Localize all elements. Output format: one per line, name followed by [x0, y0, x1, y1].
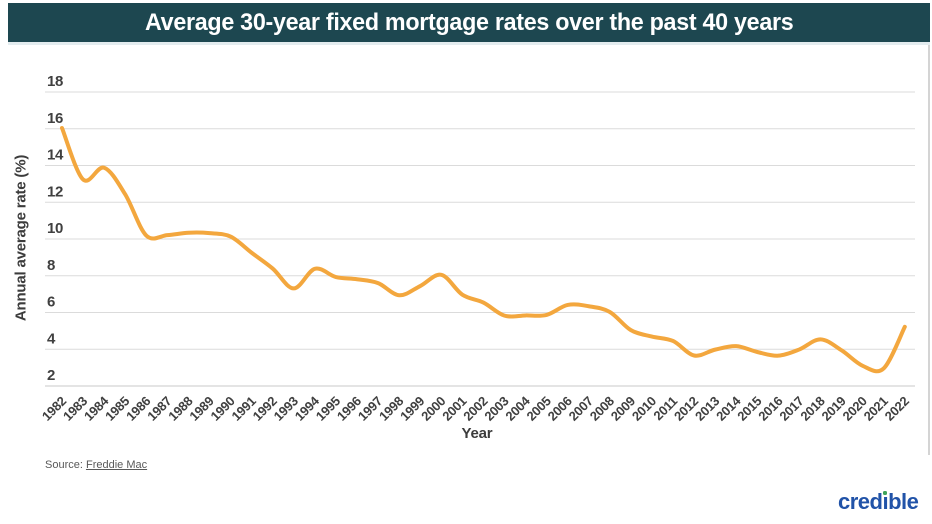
x-tick-label: 2022 [882, 393, 912, 423]
y-tick-label: 10 [47, 220, 63, 237]
logo-text-post: ble [888, 489, 919, 514]
y-tick-label: 16 [47, 110, 63, 127]
rate-line [60, 126, 907, 374]
chart-title: Average 30-year fixed mortgage rates ove… [144, 8, 794, 36]
x-axis-title: Year [461, 425, 493, 442]
logo-text-pre: cred [838, 489, 883, 514]
y-tick-label: 4 [47, 330, 56, 347]
source-prefix: Source: [45, 459, 86, 471]
line-series-group [60, 126, 907, 374]
credible-logo[interactable]: credı ble [838, 489, 919, 515]
y-tick-label: 14 [47, 147, 64, 164]
y-tick-label: 2 [47, 367, 55, 384]
x-tick-labels-group: 1982198319841985198619871988198919901991… [39, 393, 912, 424]
y-axis-title: Annual average rate (%) [12, 154, 30, 322]
y-tick-label: 12 [47, 183, 63, 200]
logo-letter-i: ı [882, 489, 889, 514]
y-tick-label: 6 [47, 294, 55, 311]
gridlines-group [45, 91, 915, 387]
frame-right-border [928, 45, 930, 455]
source-line: Source: Freddie Mac [45, 459, 147, 471]
source-link[interactable]: Freddie Mac [85, 459, 148, 471]
logo-i-dot [883, 490, 888, 495]
y-tick-label: 18 [47, 73, 63, 90]
chart-title-bar: Average 30-year fixed mortgage rates ove… [8, 3, 930, 42]
y-tick-label: 8 [47, 257, 55, 274]
y-tick-labels-group: 2 4 6 8 10 12 14 16 18 [47, 73, 64, 384]
